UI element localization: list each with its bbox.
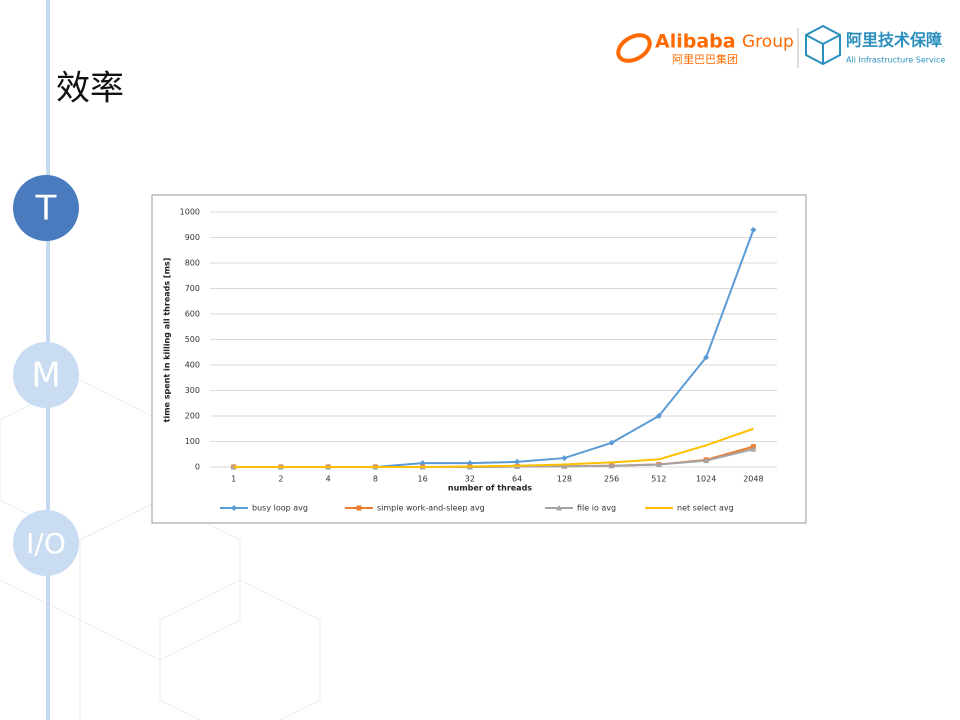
y-tick-label: 800 (185, 259, 200, 268)
legend-marker (356, 505, 362, 511)
y-tick-label: 200 (185, 412, 200, 421)
nav-label[interactable]: M (31, 356, 60, 396)
chart-frame (151, 194, 807, 524)
x-tick-label: 2048 (743, 475, 763, 484)
y-tick-label: 700 (185, 284, 200, 293)
legend-label: simple work-and-sleep avg (377, 504, 485, 513)
logo-brand-cn: 阿里巴巴集团 (672, 52, 738, 66)
legend-marker (556, 505, 562, 511)
nav-dot[interactable] (13, 510, 79, 576)
y-tick-label: 900 (185, 233, 200, 242)
logo-mark (616, 33, 652, 63)
point (750, 446, 757, 452)
nav-label[interactable]: T (35, 189, 57, 229)
point (608, 462, 615, 469)
legend-marker (231, 505, 237, 511)
y-tick-label: 0 (195, 463, 200, 472)
legend-label: busy loop avg (252, 504, 308, 513)
point (561, 463, 568, 469)
y-tick-label: 100 (185, 437, 200, 446)
x-tick-label: 32 (465, 475, 475, 484)
y-axis-label: time spent in killing all threads [ms] (163, 258, 172, 423)
slide-title: 效率 (56, 69, 124, 109)
y-tick-label: 600 (185, 310, 200, 319)
y-tick-label: 500 (185, 335, 200, 344)
y-tick-label: 400 (185, 361, 200, 370)
x-tick-label: 16 (418, 475, 428, 484)
series-line (233, 427, 754, 468)
nav-dot[interactable] (13, 342, 79, 408)
point (655, 413, 662, 419)
y-tick-label: 1000 (180, 208, 200, 217)
x-tick-label: 2 (278, 475, 283, 484)
logo-unit-en: Ali Infrastructure Service (846, 56, 945, 65)
point (561, 455, 568, 462)
nav-dot-active[interactable] (13, 175, 79, 241)
x-axis-label: number of threads (448, 484, 532, 493)
nav-label[interactable]: I/O (26, 527, 66, 560)
x-tick-label: 8 (373, 475, 378, 484)
logo-cube (805, 24, 841, 66)
x-tick-label: 1024 (696, 475, 716, 484)
y-tick-label: 300 (185, 386, 200, 395)
logo-group: Group (742, 32, 794, 52)
point (703, 354, 710, 361)
point (514, 458, 521, 465)
x-tick-label: 512 (651, 475, 666, 484)
x-tick-label: 256 (604, 475, 619, 484)
point (655, 461, 662, 467)
x-tick-label: 128 (557, 475, 572, 484)
legend-label: net select avg (677, 504, 734, 513)
x-tick-label: 64 (512, 475, 522, 484)
logo-brand: Alibaba (655, 31, 736, 53)
logo-unit-cn: 阿里技术保障 (846, 31, 942, 50)
x-tick-label: 4 (326, 475, 331, 484)
point (608, 439, 615, 446)
point (703, 457, 710, 464)
x-tick-label: 1 (231, 475, 236, 484)
logo: Alibaba Group 阿里巴巴集团 阿里技术保障 Ali Infrastr… (616, 24, 945, 68)
point (750, 226, 757, 233)
legend-label: file io avg (577, 504, 616, 513)
